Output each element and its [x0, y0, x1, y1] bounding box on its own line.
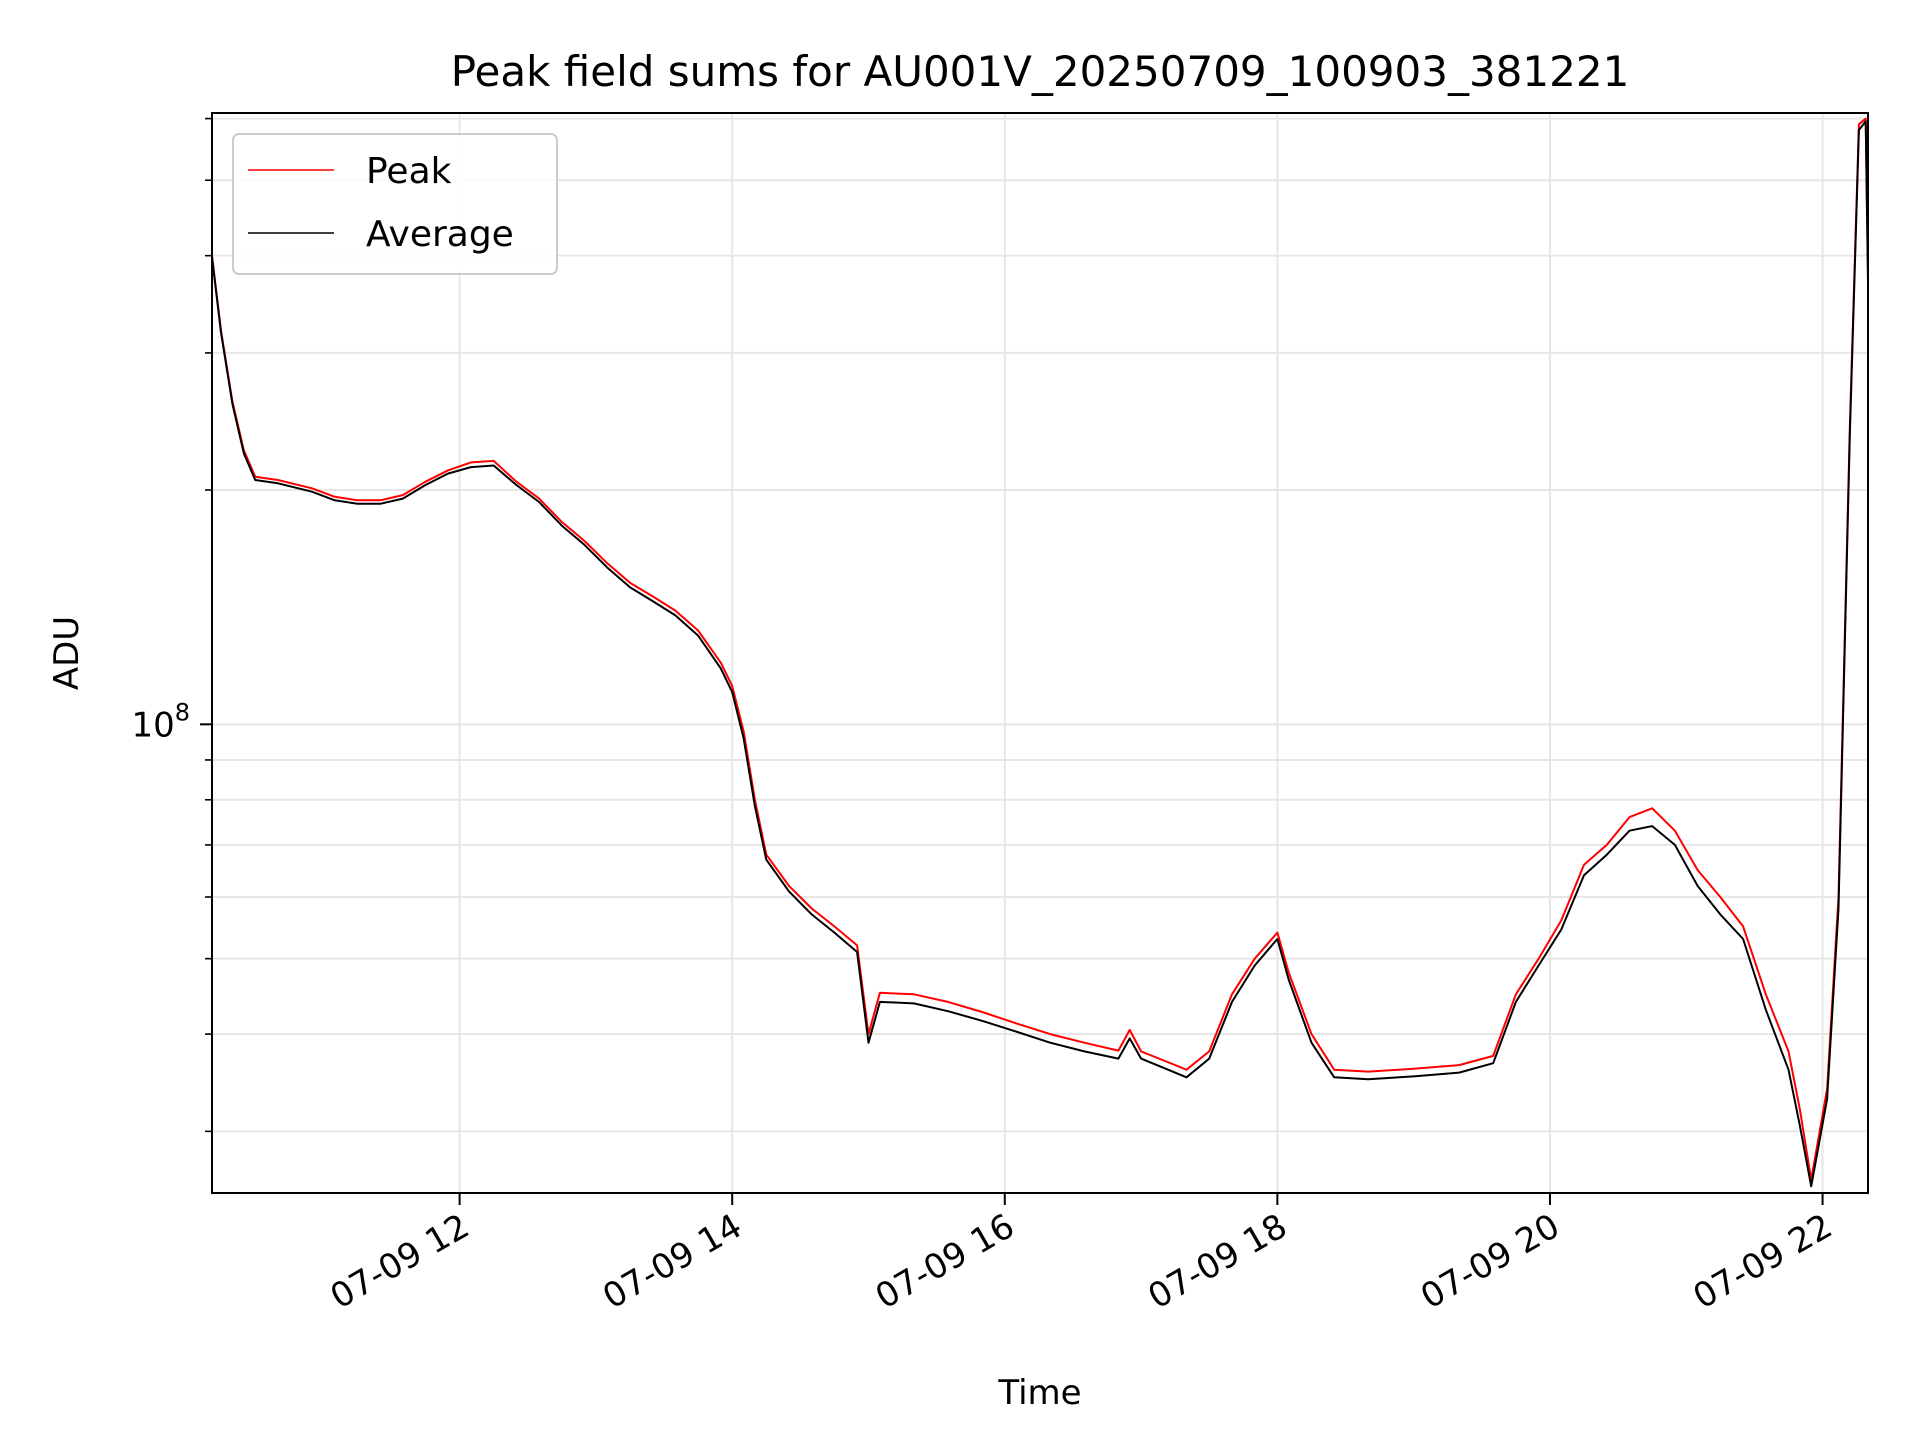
legend-box [232, 133, 558, 275]
legend-label-average: Average [366, 214, 514, 255]
plot-frame [211, 112, 1869, 1194]
series-layer [211, 117, 1869, 1188]
legend: Peak Average [232, 133, 558, 275]
legend-label-peak: Peak [366, 151, 452, 192]
y-axis: 108 [131, 117, 212, 1133]
series-line-peak [211, 117, 1869, 1181]
y-axis-title: ADU [47, 616, 87, 690]
grid [212, 113, 1868, 1193]
x-axis-title: Time [997, 1373, 1081, 1413]
series-line-average [211, 120, 1869, 1188]
y-tick-label: 108 [131, 698, 190, 745]
chart-title: Peak field sums for AU001V_20250709_1009… [451, 47, 1630, 96]
